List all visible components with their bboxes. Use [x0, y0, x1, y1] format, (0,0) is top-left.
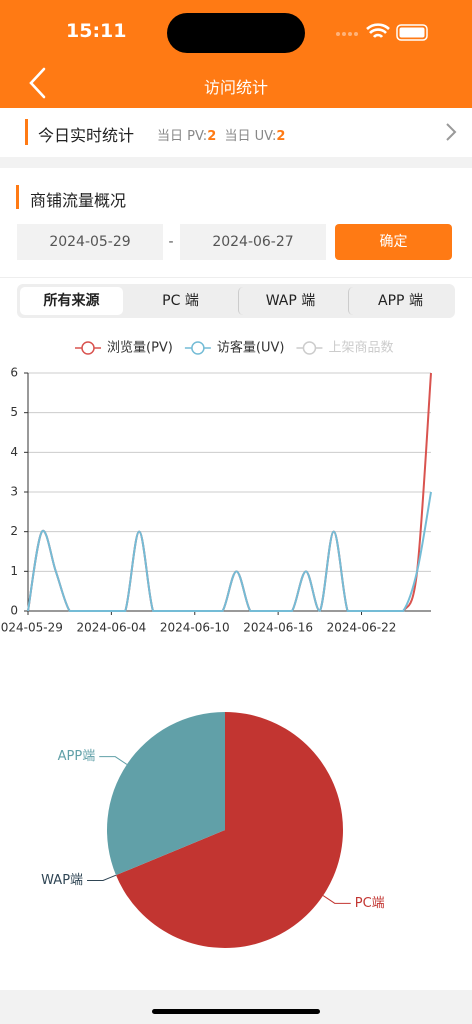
pie-label: WAP端: [41, 873, 83, 888]
pv-value: 2: [207, 129, 217, 144]
legend-marker: [191, 341, 205, 355]
legend-label: 浏览量(PV): [107, 340, 173, 356]
battery-level: [399, 27, 425, 38]
x-tick-label: 2024-05-29: [0, 621, 63, 635]
divider: [0, 277, 472, 278]
legend-marker: [81, 341, 95, 355]
pie-label: PC端: [355, 896, 385, 911]
y-tick-label: 1: [10, 564, 18, 578]
uv-value: 2: [276, 129, 286, 144]
leader-line: [87, 874, 117, 882]
leader-line: [322, 895, 351, 904]
overview-title: 商铺流量概况: [30, 191, 127, 210]
accent-bar: [25, 119, 28, 145]
legend-label: 上架商品数: [328, 341, 393, 356]
y-tick-label: 6: [10, 366, 18, 380]
signal: [336, 32, 358, 36]
home-indicator: [152, 1009, 320, 1014]
y-tick-label: 0: [10, 604, 18, 618]
x-tick-label: 2024-06-10: [160, 621, 230, 635]
battery: [396, 24, 428, 41]
accent-bar: [16, 185, 19, 209]
legend-marker: [302, 341, 317, 355]
confirm-button[interactable]: 确定: [335, 224, 452, 260]
tab[interactable]: WAP 端: [238, 287, 342, 315]
pie-slice: [107, 712, 225, 876]
charts: 浏览量(PV) 访客量(UV) 上架商品数 0 1 2 3 4 5 6 2024-05-29 2024…: [0, 340, 432, 949]
uv-label: 当日 UV:: [224, 129, 277, 144]
series-line: [27, 491, 432, 613]
y-tick-label: 5: [10, 405, 18, 419]
status-icons: [336, 23, 428, 41]
legend-label: 访客量(UV): [217, 340, 285, 356]
pie-slice: [115, 712, 344, 949]
start-date[interactable]: 2024-05-29: [17, 224, 163, 260]
leader-line: [99, 756, 128, 765]
x-tick-label: 2024-06-04: [77, 621, 147, 635]
realtime-stats: 当日 PV:2 当日 UV:2: [157, 125, 285, 144]
chevron[interactable]: [444, 122, 458, 142]
status-time: 15:11: [66, 20, 127, 42]
x-tick-label: 2024-06-16: [243, 621, 313, 635]
realtime-title: 今日实时统计: [38, 126, 135, 145]
pie-label: APP端: [58, 749, 96, 764]
wifi: [366, 23, 390, 38]
dynamic-island: [167, 13, 305, 53]
x-tick-label: 2024-06-22: [327, 621, 397, 635]
footer: [0, 990, 472, 1024]
pv-label: 当日 PV:: [157, 129, 208, 144]
date-separator: -: [168, 234, 174, 250]
tab-bar: 所有来源 PC 端 WAP 端 APP 端: [17, 284, 455, 318]
y-tick-label: 2: [10, 524, 18, 538]
y-tick-label: 3: [10, 485, 18, 499]
end-date[interactable]: 2024-06-27: [180, 224, 326, 260]
tab[interactable]: PC 端: [162, 293, 199, 309]
y-tick-label: 4: [10, 445, 18, 459]
back-button[interactable]: [26, 66, 50, 100]
divider: [0, 157, 472, 168]
tab[interactable]: APP 端: [348, 287, 452, 315]
nav-title: 访问统计: [203, 78, 268, 97]
tab[interactable]: 所有来源: [20, 287, 123, 315]
